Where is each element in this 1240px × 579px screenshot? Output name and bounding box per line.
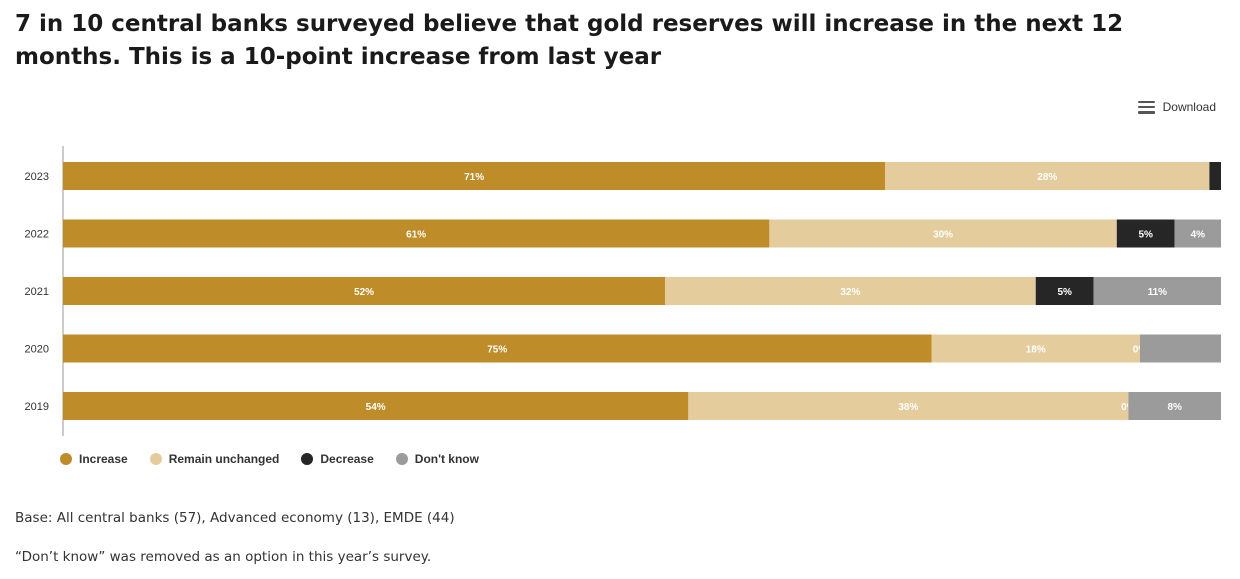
bar-segment: [1128, 392, 1221, 420]
data-label: 11%: [1148, 287, 1168, 298]
stacked-bar-chart: 2023 71% 28% 2022 61% 30% 5% 4% 2021 52% 32% 5% 11% 2…: [25, 146, 1221, 436]
data-label: 5%: [1139, 230, 1154, 241]
bar-segment: [63, 219, 770, 248]
data-label: 30%: [933, 230, 953, 241]
bar-segment: [1116, 219, 1175, 248]
bar-segment: [1093, 277, 1221, 305]
legend-label: Decrease: [320, 452, 374, 466]
legend-item[interactable]: Increase: [60, 452, 128, 466]
legend-label: Don't know: [414, 452, 479, 466]
legend-label: Increase: [79, 452, 128, 466]
y-tick-label: 2020: [25, 344, 49, 356]
data-label: 52%: [354, 287, 374, 298]
legend-label: Remain unchanged: [168, 452, 280, 466]
data-label: 38%: [898, 402, 918, 413]
y-tick-label: 2019: [25, 401, 49, 413]
legend-swatch: [395, 453, 408, 465]
hamburger-menu-icon: [1137, 100, 1155, 114]
data-label: 28%: [1037, 172, 1057, 183]
y-tick-label: 2022: [25, 229, 49, 241]
bar-segment: [769, 219, 1117, 248]
y-tick-label: 2023: [25, 171, 49, 183]
bar-segment: [63, 392, 689, 420]
legend-swatch: [60, 453, 72, 465]
data-label: 71%: [464, 172, 484, 183]
chart-title: 7 in 10 central banks surveyed believe t…: [15, 11, 1124, 70]
data-label: 18%: [1026, 345, 1046, 356]
bar-segment: [63, 334, 932, 363]
data-label: 61%: [406, 230, 426, 241]
bar-segment: [1035, 277, 1094, 305]
legend-swatch: [149, 453, 162, 465]
bar-segment: [63, 162, 886, 190]
bar-segment: [885, 162, 1210, 190]
bar-segment: [1174, 219, 1221, 248]
legend-swatch: [301, 453, 314, 465]
legend-item[interactable]: Decrease: [301, 452, 374, 466]
base-note: Base: All central banks (57), Advanced e…: [15, 510, 455, 526]
y-tick-label: 2021: [25, 286, 49, 298]
bar-segment: [63, 277, 666, 305]
download-button[interactable]: Download: [1137, 100, 1216, 114]
bar-segment: [665, 277, 1036, 305]
legend-item[interactable]: Remain unchanged: [149, 452, 280, 466]
legend-item[interactable]: Don't know: [395, 452, 479, 466]
data-label: 4%: [1191, 230, 1206, 241]
data-label: 8%: [1167, 402, 1182, 413]
bar-segment: [1139, 334, 1221, 363]
data-label: 75%: [487, 345, 507, 356]
bar-segment: [931, 334, 1140, 363]
dont-know-note: “Don’t know” was removed as an option in…: [15, 549, 432, 565]
chart-legend: Increase Remain unchanged Decrease Don't kn…: [60, 452, 479, 466]
bar-segment: [688, 392, 1129, 420]
data-label: 32%: [840, 287, 860, 298]
data-label: 5%: [1057, 287, 1072, 298]
data-label: 54%: [366, 402, 386, 413]
download-label: Download: [1162, 100, 1216, 114]
bar-segment: [1209, 162, 1221, 190]
